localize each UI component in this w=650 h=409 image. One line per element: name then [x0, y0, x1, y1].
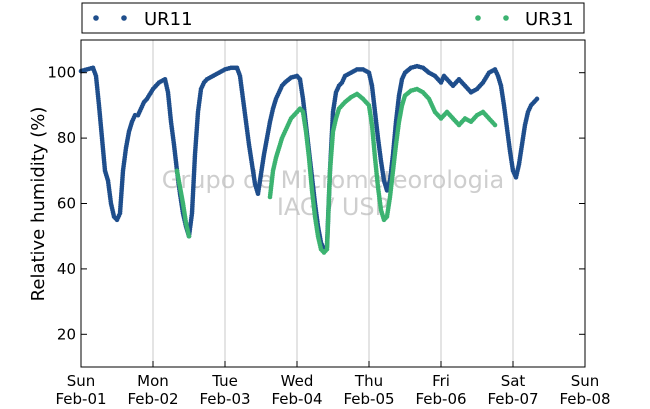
data-points [78, 63, 540, 255]
y-tick-label: 80 [57, 129, 76, 147]
series-UR31 [174, 86, 498, 255]
y-axis: 20 40 60 80 100 [47, 64, 585, 343]
x-tick-label-day: Fri [432, 372, 450, 390]
x-tick-label-day: Thu [354, 372, 383, 390]
y-tick-label: 40 [57, 260, 76, 278]
y-tick-label: 60 [57, 195, 76, 213]
x-axis: SunFeb-01MonFeb-02TueFeb-03WedFeb-04ThuF… [55, 361, 611, 408]
x-tick-label-date: Feb-03 [199, 390, 250, 408]
legend-label-UR11: UR11 [144, 9, 193, 30]
x-tick-label-day: Sat [501, 372, 526, 390]
x-tick-label-date: Feb-07 [487, 390, 538, 408]
x-tick-label-date: Feb-08 [559, 390, 610, 408]
data-point [186, 233, 192, 239]
y-tick-label: 100 [47, 64, 76, 82]
watermark-line-1: Grupo de Micrometeorologia [162, 166, 504, 194]
y-axis-title: Relative humidity (%) [28, 107, 49, 302]
x-tick-label-date: Feb-02 [127, 390, 178, 408]
legend-box [81, 2, 585, 34]
x-tick-label-day: Wed [281, 372, 314, 390]
x-tick-label-day: Tue [211, 372, 238, 390]
legend-label-UR31: UR31 [525, 9, 574, 30]
legend-marker-UR11 [121, 15, 127, 21]
watermark: Grupo de Micrometeorologia IAG / USP [162, 166, 504, 221]
data-point [534, 96, 540, 102]
x-tick-label-day: Mon [137, 372, 169, 390]
x-tick-label-date: Feb-01 [55, 390, 106, 408]
legend-marker-UR31 [475, 15, 481, 21]
x-tick-label-day: Sun [571, 372, 600, 390]
y-tick-label: 20 [57, 325, 76, 343]
x-gridlines [152, 40, 514, 367]
x-tick-label-date: Feb-05 [343, 390, 394, 408]
data-point [492, 122, 498, 128]
legend-marker-UR11 [93, 15, 99, 21]
x-tick-label-day: Sun [67, 372, 96, 390]
legend-marker-UR31 [503, 15, 509, 21]
series-UR11 [78, 63, 540, 252]
watermark-line-2: IAG / USP [277, 193, 389, 221]
legend: UR11 UR31 [81, 2, 585, 34]
x-tick-label-date: Feb-04 [271, 390, 322, 408]
x-tick-label-date: Feb-06 [415, 390, 466, 408]
